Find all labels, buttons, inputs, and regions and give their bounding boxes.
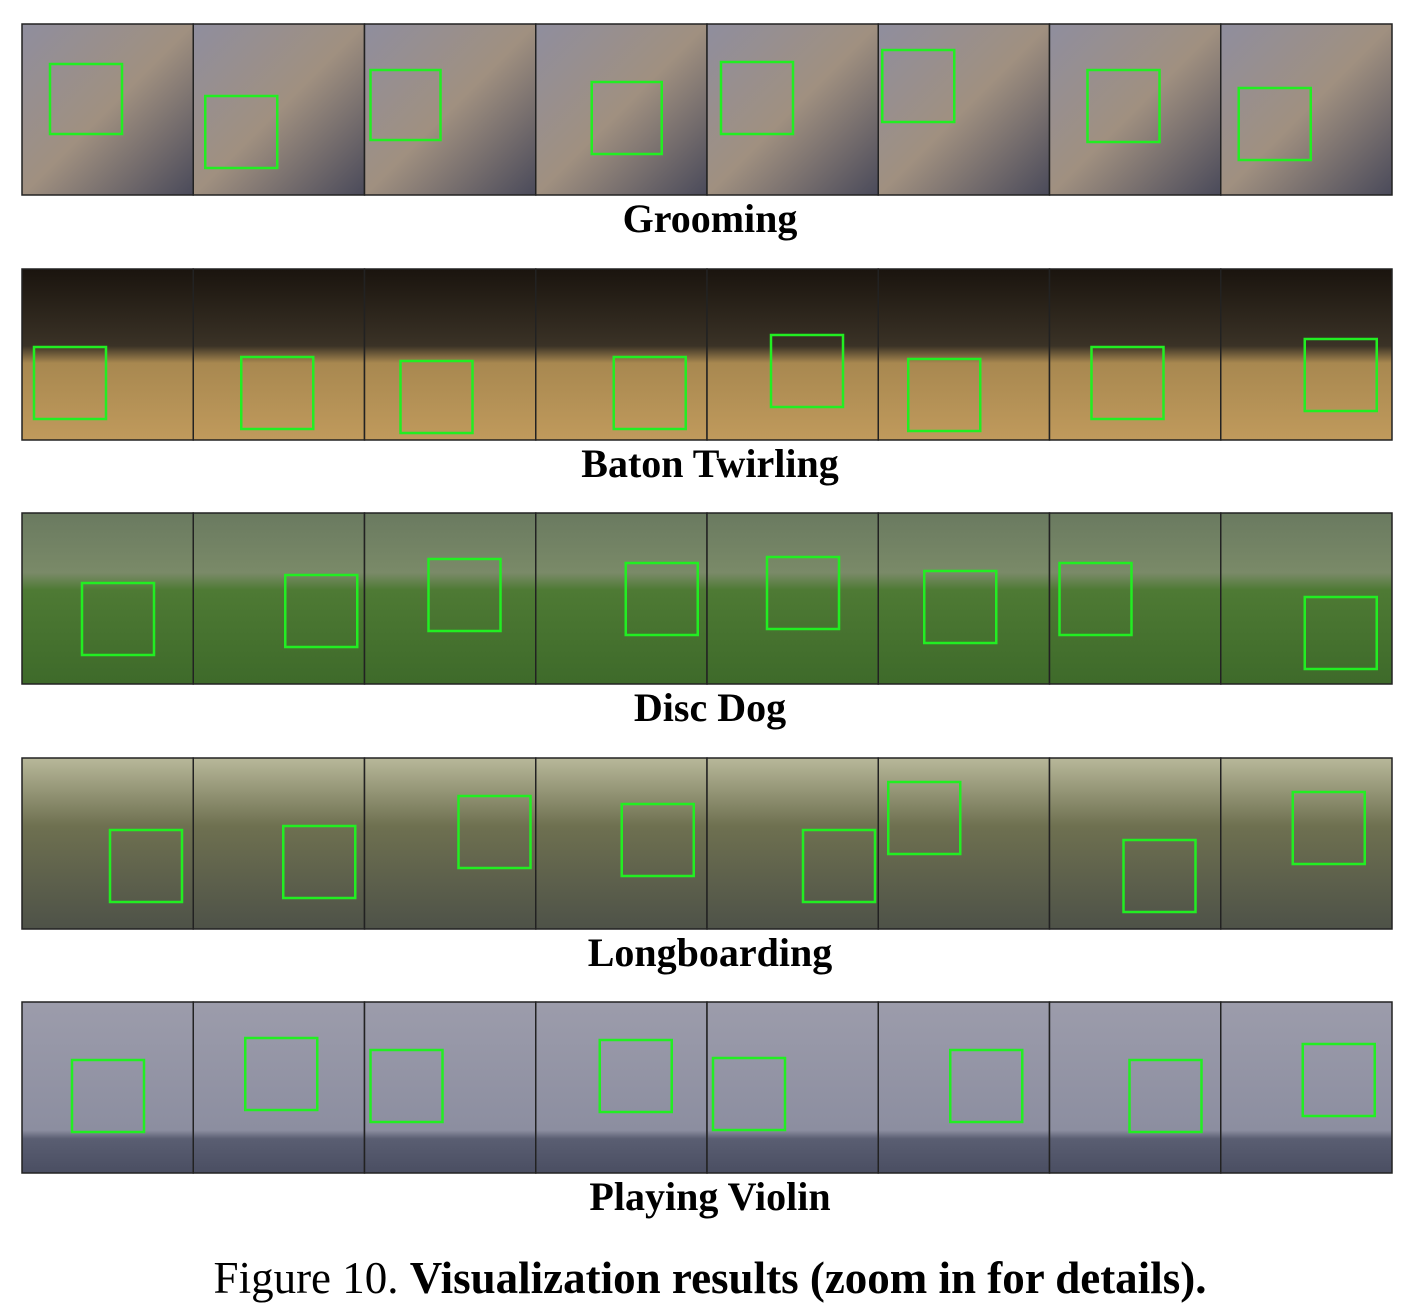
video-frame bbox=[21, 512, 194, 685]
video-frame bbox=[21, 268, 194, 441]
video-frame bbox=[192, 1001, 366, 1174]
detection-box bbox=[907, 357, 982, 433]
detection-box bbox=[711, 1056, 787, 1132]
video-frame bbox=[1048, 757, 1222, 930]
video-frame bbox=[192, 23, 366, 196]
detection-box bbox=[369, 1048, 444, 1124]
detection-box bbox=[1301, 1042, 1376, 1118]
detection-box bbox=[598, 1038, 673, 1114]
video-frame bbox=[21, 1001, 194, 1174]
image-strips: Grooming Baton Twirling Disc Dog Longboardi… bbox=[21, 23, 1393, 1219]
detection-box bbox=[620, 802, 695, 878]
detection-box bbox=[624, 561, 699, 637]
detection-box bbox=[240, 355, 315, 431]
caption-text: Visualization results (zoom in for detai… bbox=[410, 1253, 1207, 1303]
detection-box bbox=[1303, 337, 1378, 413]
detection-box bbox=[887, 780, 962, 856]
video-frame bbox=[877, 23, 1051, 196]
video-frame bbox=[535, 512, 708, 685]
detection-box bbox=[369, 68, 442, 142]
image-row: Baton Twirling bbox=[21, 268, 1393, 486]
video-frame bbox=[877, 512, 1051, 685]
detection-box bbox=[48, 62, 124, 136]
video-frame bbox=[192, 268, 366, 441]
detection-box bbox=[881, 48, 956, 124]
video-frame bbox=[363, 512, 537, 685]
image-row: Playing Violin bbox=[21, 1001, 1393, 1219]
video-frame bbox=[877, 1001, 1051, 1174]
detection-box bbox=[399, 359, 474, 435]
video-frame bbox=[192, 757, 366, 930]
image-row: Disc Dog bbox=[21, 512, 1393, 730]
detection-box bbox=[457, 794, 532, 870]
video-frame bbox=[21, 23, 194, 196]
detection-box bbox=[1122, 838, 1197, 914]
video-frame bbox=[706, 757, 879, 930]
video-frame bbox=[21, 757, 194, 930]
row-label: Playing Violin bbox=[589, 1174, 830, 1219]
detection-box bbox=[1086, 68, 1161, 144]
video-frame bbox=[706, 1001, 879, 1174]
video-frame bbox=[1048, 1001, 1222, 1174]
video-frame bbox=[363, 23, 537, 196]
detection-box bbox=[590, 80, 663, 156]
detection-box bbox=[32, 345, 108, 421]
video-frame bbox=[877, 757, 1051, 930]
detection-box bbox=[949, 1048, 1024, 1124]
detection-box bbox=[612, 355, 687, 431]
image-row: Grooming bbox=[21, 23, 1393, 241]
detection-box bbox=[719, 60, 795, 136]
detection-box bbox=[1303, 595, 1378, 671]
video-frame bbox=[706, 268, 879, 441]
video-frame bbox=[535, 268, 708, 441]
detection-box bbox=[284, 573, 359, 649]
detection-box bbox=[801, 828, 877, 904]
video-frame bbox=[1220, 1001, 1393, 1174]
detection-box bbox=[765, 555, 841, 631]
video-frame bbox=[1220, 23, 1393, 196]
caption-prefix: Figure 10. bbox=[214, 1253, 399, 1303]
row-label: Grooming bbox=[623, 196, 798, 241]
video-frame bbox=[363, 268, 537, 441]
video-frame bbox=[1048, 268, 1222, 441]
detection-box bbox=[769, 333, 845, 409]
detection-box bbox=[282, 824, 357, 900]
video-frame bbox=[363, 1001, 537, 1174]
video-frame bbox=[1220, 268, 1393, 441]
video-frame bbox=[535, 23, 708, 196]
detection-box bbox=[244, 1036, 319, 1112]
row-label: Disc Dog bbox=[634, 685, 786, 730]
detection-box bbox=[1058, 561, 1133, 637]
row-label: Baton Twirling bbox=[581, 441, 838, 486]
video-frame bbox=[1048, 23, 1222, 196]
detection-box bbox=[1090, 345, 1165, 421]
video-frame bbox=[1220, 757, 1393, 930]
video-frame bbox=[1048, 512, 1222, 685]
detection-box bbox=[108, 828, 184, 904]
video-frame bbox=[535, 1001, 708, 1174]
figure-caption: Figure 10. Visualization results (zoom i… bbox=[214, 1253, 1207, 1303]
video-frame bbox=[1220, 512, 1393, 685]
detection-box bbox=[1291, 790, 1366, 866]
detection-box bbox=[70, 1058, 146, 1134]
detection-box bbox=[204, 94, 279, 170]
detection-box bbox=[80, 581, 156, 657]
detection-box bbox=[923, 569, 998, 645]
row-label: Longboarding bbox=[588, 930, 833, 975]
detection-box bbox=[1237, 86, 1312, 162]
detection-box bbox=[1128, 1058, 1203, 1134]
detection-box bbox=[427, 557, 502, 633]
image-row: Longboarding bbox=[21, 757, 1393, 975]
video-frame bbox=[363, 757, 537, 930]
video-frame bbox=[877, 268, 1051, 441]
video-frame bbox=[192, 512, 366, 685]
video-frame bbox=[706, 512, 879, 685]
